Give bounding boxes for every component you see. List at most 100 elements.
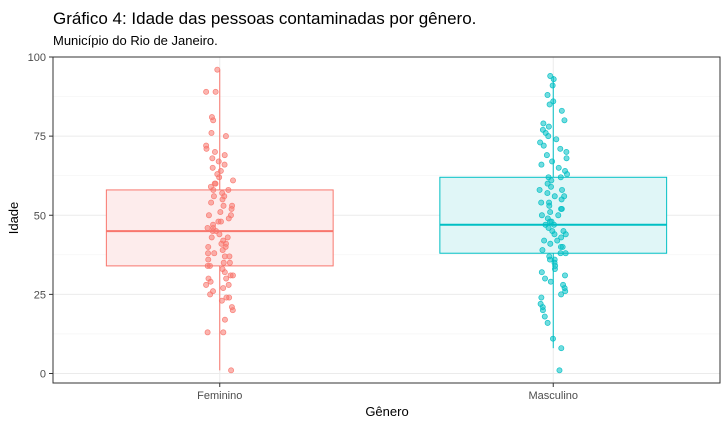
box-iqr: [439, 176, 668, 254]
data-point: [538, 269, 545, 276]
data-point: [203, 145, 210, 152]
data-point: [540, 120, 547, 127]
data-point: [208, 199, 215, 206]
data-point: [210, 117, 217, 124]
data-point: [204, 329, 211, 336]
data-point: [539, 307, 546, 314]
data-point: [224, 234, 231, 241]
data-point: [229, 272, 236, 279]
data-point: [551, 221, 557, 228]
data-point: [546, 218, 553, 225]
x-axis-ticks: Feminino Masculino: [197, 383, 578, 402]
data-point: [558, 196, 565, 203]
data-point: [216, 174, 223, 181]
data-point: [563, 155, 570, 162]
data-point: [543, 152, 550, 159]
data-point: [229, 307, 236, 314]
data-point: [562, 250, 569, 257]
data-point: [564, 171, 570, 178]
data-point: [546, 202, 553, 209]
data-point: [203, 281, 210, 288]
data-point: [220, 259, 227, 266]
data-point: [209, 164, 216, 171]
data-point: [550, 76, 557, 83]
data-point: [205, 250, 212, 257]
data-point: [221, 152, 228, 159]
x-tick-label: Masculino: [528, 390, 578, 402]
data-point: [562, 288, 569, 295]
chart-title: Gráfico 4: Idade das pessoas contaminada…: [53, 9, 476, 28]
data-point: [212, 180, 219, 187]
data-point: [548, 177, 555, 184]
data-point: [207, 291, 214, 298]
data-point: [211, 250, 218, 257]
data-point: [217, 209, 224, 216]
data-point: [558, 205, 565, 212]
data-point: [562, 231, 569, 238]
data-point: [545, 133, 552, 140]
data-point: [208, 234, 215, 241]
data-point: [216, 231, 223, 238]
data-point: [545, 224, 552, 231]
data-point: [544, 190, 551, 197]
data-point: [212, 88, 219, 95]
data-point: [540, 142, 547, 149]
data-point: [562, 272, 568, 279]
data-point: [220, 329, 227, 336]
data-point: [537, 139, 544, 146]
data-point: [230, 177, 236, 184]
box-group-feminino: [105, 66, 334, 374]
data-point: [205, 212, 212, 219]
data-point: [545, 123, 552, 130]
data-point: [555, 212, 562, 219]
plot-panel-border: [52, 56, 721, 384]
data-point: [214, 66, 221, 73]
data-point: [550, 335, 556, 342]
data-point: [539, 247, 546, 254]
data-point: [221, 253, 228, 260]
data-point: [222, 133, 229, 140]
data-point: [547, 209, 554, 216]
data-point: [207, 278, 214, 285]
data-point: [223, 275, 230, 282]
x-axis-title: Gênero: [365, 404, 408, 419]
data-point: [557, 145, 564, 152]
data-point: [215, 158, 222, 165]
data-point: [555, 164, 562, 171]
data-point: [221, 269, 228, 276]
data-point: [542, 275, 548, 282]
data-point: [536, 186, 543, 193]
data-point: [554, 237, 561, 244]
data-point: [210, 193, 217, 200]
box-iqr: [105, 189, 334, 267]
box-group-masculino: [439, 73, 668, 374]
y-tick-label: 0: [40, 369, 46, 381]
data-point: [219, 247, 226, 254]
data-point: [558, 291, 565, 298]
data-point: [561, 117, 568, 124]
data-point: [558, 107, 565, 114]
y-axis-title: Idade: [6, 202, 21, 235]
data-point: [218, 297, 225, 304]
data-point: [559, 186, 565, 193]
data-point: [547, 278, 554, 285]
data-point: [557, 174, 564, 181]
chart-subtitle: Município do Rio de Janeiro.: [53, 33, 218, 48]
data-point: [221, 161, 228, 168]
data-point: [538, 161, 545, 168]
data-point: [557, 243, 564, 250]
data-point: [220, 202, 227, 209]
data-point: [538, 199, 545, 206]
data-point: [210, 186, 217, 193]
data-point: [538, 212, 545, 219]
data-point: [212, 149, 218, 155]
y-axis-ticks: 0 25 50 75 100: [28, 52, 53, 381]
data-point: [221, 316, 228, 323]
data-point: [225, 215, 232, 222]
data-point: [553, 136, 560, 143]
data-point: [544, 92, 551, 98]
data-point: [541, 313, 548, 320]
data-point: [551, 193, 558, 200]
data-point: [556, 367, 563, 374]
